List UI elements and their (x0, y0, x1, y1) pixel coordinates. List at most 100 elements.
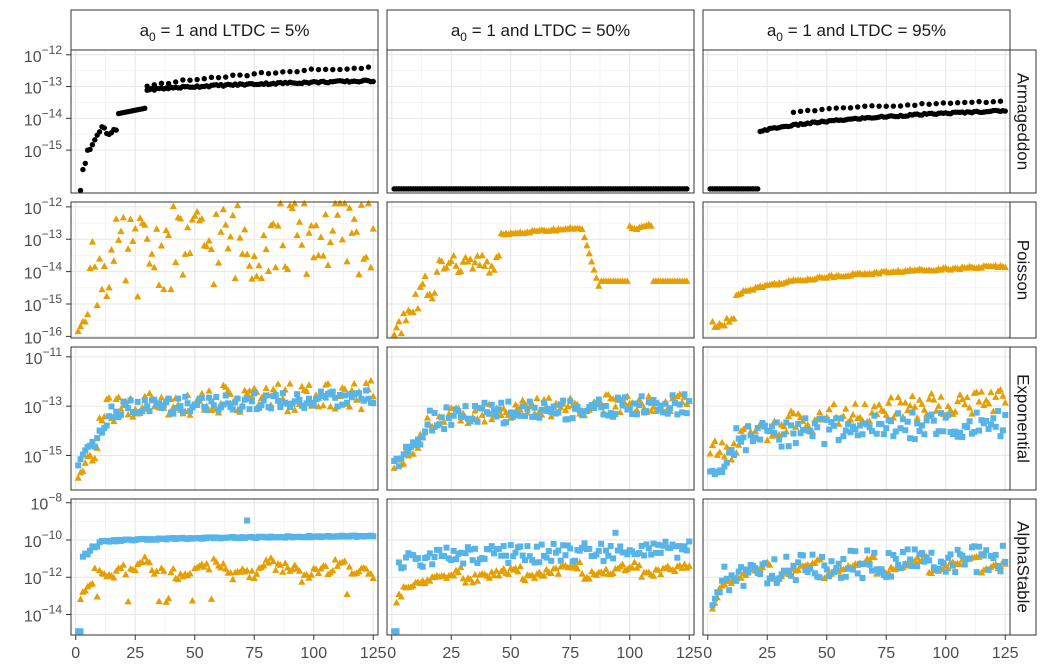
data-point (141, 221, 149, 228)
data-point (961, 400, 969, 408)
data-point (472, 545, 479, 552)
data-point (641, 552, 648, 559)
data-point (206, 394, 213, 401)
data-point (555, 409, 562, 416)
data-point (885, 399, 893, 406)
data-point (919, 100, 925, 107)
data-point (554, 570, 562, 577)
data-point (141, 397, 148, 404)
data-point (519, 403, 526, 410)
data-point (718, 438, 726, 446)
data-point (928, 411, 935, 418)
data-point (286, 380, 294, 387)
data-point (369, 574, 377, 581)
data-point (995, 407, 1002, 414)
data-point (828, 418, 835, 425)
data-point (146, 408, 153, 415)
data-point (260, 561, 268, 569)
data-point (495, 571, 503, 579)
data-point (545, 548, 552, 555)
data-point (303, 387, 311, 394)
data-point (360, 397, 367, 404)
data-point (117, 227, 125, 235)
data-point (101, 125, 108, 131)
data-point (631, 400, 638, 407)
data-point (332, 394, 339, 401)
data-point (346, 391, 353, 398)
data-point (609, 569, 617, 577)
data-point (655, 541, 662, 548)
data-point (236, 406, 243, 413)
data-point (956, 391, 964, 398)
data-point (431, 409, 438, 416)
data-point (88, 579, 97, 587)
column-strip-label-1: a0 = 1 and LTDC = 5% (140, 21, 310, 44)
data-point (397, 329, 405, 337)
data-point (79, 553, 86, 560)
data-point (583, 241, 591, 249)
data-point (870, 553, 878, 561)
data-point (918, 549, 925, 556)
column-strip-1 (70, 9, 379, 51)
data-point (671, 567, 679, 574)
data-point (579, 544, 586, 551)
data-point (442, 263, 451, 271)
data-point (927, 389, 936, 397)
data-point (574, 403, 581, 410)
data-point (407, 444, 414, 451)
data-point (610, 555, 617, 562)
data-point (224, 244, 232, 252)
data-point (160, 567, 168, 574)
data-point (645, 545, 652, 552)
data-point (849, 410, 857, 418)
data-point (983, 547, 990, 554)
panel-border (70, 346, 379, 491)
data-point (763, 436, 771, 444)
data-point (875, 401, 883, 408)
data-point (533, 394, 541, 402)
data-point (757, 436, 764, 443)
data-point (246, 406, 253, 413)
data-point (233, 201, 242, 209)
panel-border (702, 201, 1011, 339)
y-tick-label: 10−15 (24, 138, 62, 161)
data-point (351, 65, 357, 71)
data-point (155, 281, 163, 288)
data-point (660, 409, 667, 416)
data-point (911, 436, 918, 443)
panel-alphastable-col1 (70, 498, 379, 636)
data-point (84, 310, 92, 318)
data-point (730, 452, 737, 459)
data-point (711, 437, 719, 444)
data-point (395, 559, 402, 566)
data-point (319, 252, 327, 259)
data-point (638, 393, 645, 400)
data-point (728, 572, 735, 579)
data-point (272, 70, 279, 76)
data-point (229, 575, 237, 583)
data-point (983, 417, 990, 424)
data-point (579, 412, 586, 419)
data-point (303, 400, 310, 407)
y-tick-label: 10−12 (24, 195, 62, 218)
data-point (510, 553, 517, 560)
data-point (895, 561, 902, 568)
data-point (367, 376, 375, 384)
data-point (265, 70, 272, 77)
data-point (421, 272, 429, 279)
data-point (835, 436, 842, 443)
data-point (794, 566, 802, 573)
data-point (91, 263, 99, 270)
data-point (158, 80, 165, 87)
data-point (194, 402, 201, 409)
data-point (908, 392, 917, 399)
panel-armageddon-col1 (70, 49, 379, 194)
data-point (245, 262, 254, 269)
panel-exponential-col1 (70, 346, 379, 491)
data-point (778, 571, 785, 578)
data-point (315, 66, 322, 73)
data-point (324, 261, 332, 268)
data-point (426, 407, 433, 414)
data-point (279, 568, 287, 575)
data-point (633, 411, 640, 418)
